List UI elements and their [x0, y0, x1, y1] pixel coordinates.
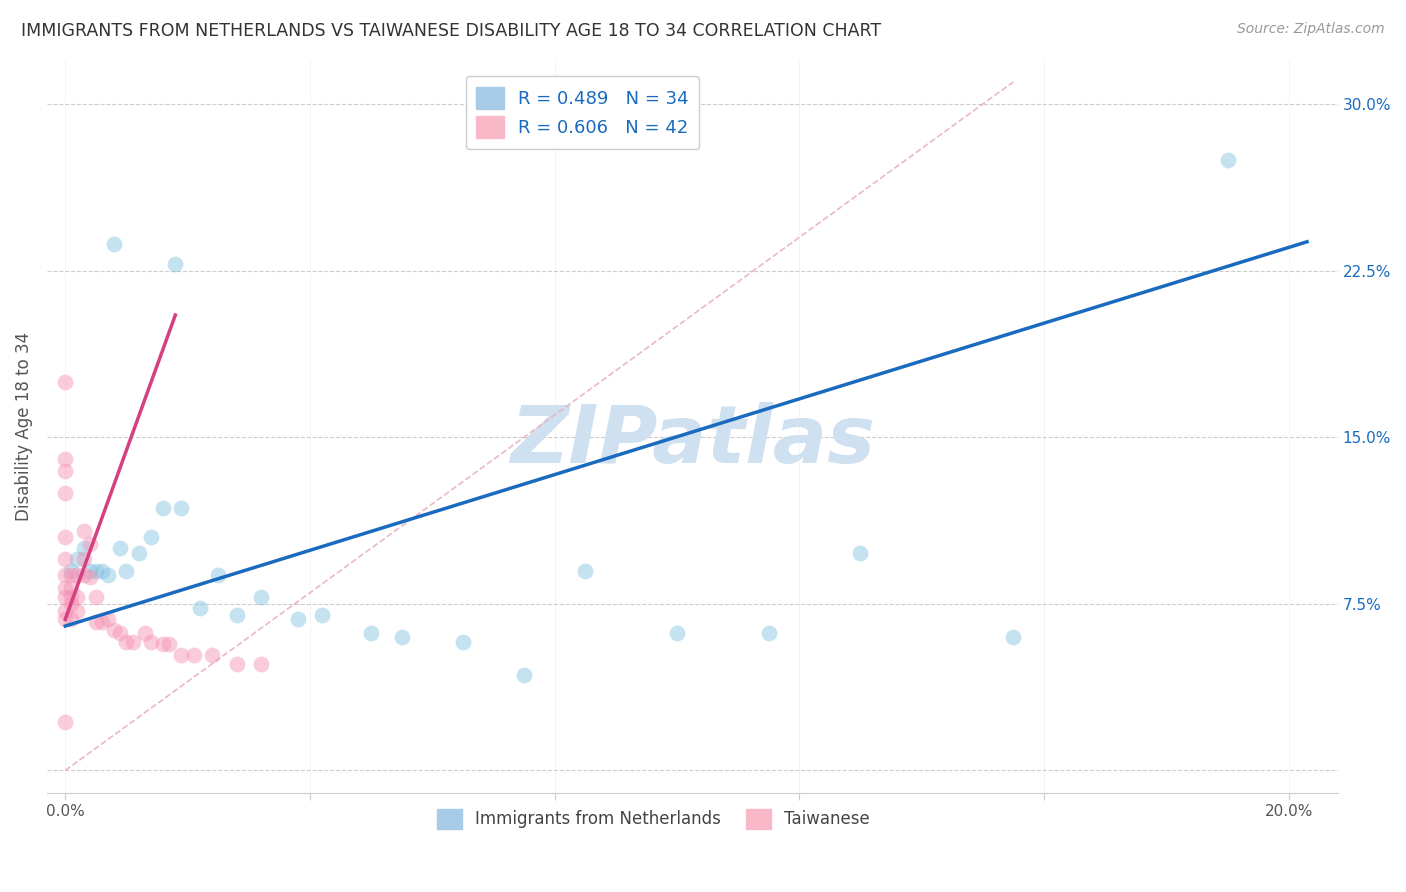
Point	[72, 524, 94, 538]
Point	[84, 590, 107, 604]
Point	[1216, 153, 1239, 167]
Point	[53, 464, 76, 478]
Point	[53, 612, 76, 626]
Point	[183, 648, 205, 662]
Point	[53, 568, 76, 582]
Point	[188, 601, 211, 615]
Point	[170, 648, 193, 662]
Point	[91, 564, 114, 578]
Point	[849, 546, 872, 560]
Point	[53, 582, 76, 596]
Point	[311, 607, 333, 622]
Point	[225, 607, 247, 622]
Point	[53, 530, 76, 544]
Point	[360, 625, 382, 640]
Point	[79, 570, 101, 584]
Point	[287, 612, 309, 626]
Point	[110, 625, 132, 640]
Y-axis label: Disability Age 18 to 34: Disability Age 18 to 34	[15, 332, 32, 521]
Point	[250, 590, 273, 604]
Point	[513, 668, 536, 682]
Point	[84, 615, 107, 629]
Point	[574, 564, 596, 578]
Point	[66, 603, 89, 617]
Point	[103, 237, 125, 252]
Point	[1002, 630, 1025, 644]
Point	[60, 564, 83, 578]
Point	[170, 501, 193, 516]
Point	[60, 612, 83, 626]
Legend: Immigrants from Netherlands, Taiwanese: Immigrants from Netherlands, Taiwanese	[430, 802, 877, 836]
Point	[207, 568, 229, 582]
Point	[665, 625, 688, 640]
Point	[53, 590, 76, 604]
Point	[250, 657, 273, 671]
Point	[391, 630, 413, 644]
Point	[451, 634, 474, 648]
Text: Source: ZipAtlas.com: Source: ZipAtlas.com	[1237, 22, 1385, 37]
Point	[79, 537, 101, 551]
Point	[139, 634, 162, 648]
Point	[115, 564, 138, 578]
Point	[53, 452, 76, 467]
Point	[165, 257, 187, 271]
Point	[72, 541, 94, 556]
Point	[72, 552, 94, 566]
Point	[66, 568, 89, 582]
Point	[66, 590, 89, 604]
Point	[134, 625, 156, 640]
Point	[72, 568, 94, 582]
Point	[97, 568, 120, 582]
Point	[128, 546, 150, 560]
Point	[121, 634, 143, 648]
Point	[103, 624, 125, 638]
Point	[79, 564, 101, 578]
Point	[201, 648, 224, 662]
Point	[53, 375, 76, 389]
Point	[152, 637, 174, 651]
Text: ZIPatlas: ZIPatlas	[510, 401, 875, 480]
Point	[110, 541, 132, 556]
Point	[53, 603, 76, 617]
Point	[53, 714, 76, 729]
Point	[115, 634, 138, 648]
Point	[758, 625, 780, 640]
Point	[97, 612, 120, 626]
Point	[53, 485, 76, 500]
Point	[60, 597, 83, 611]
Point	[66, 552, 89, 566]
Point	[60, 590, 83, 604]
Point	[60, 568, 83, 582]
Point	[84, 564, 107, 578]
Point	[53, 552, 76, 566]
Text: IMMIGRANTS FROM NETHERLANDS VS TAIWANESE DISABILITY AGE 18 TO 34 CORRELATION CHA: IMMIGRANTS FROM NETHERLANDS VS TAIWANESE…	[21, 22, 882, 40]
Point	[60, 582, 83, 596]
Point	[139, 530, 162, 544]
Point	[157, 637, 180, 651]
Point	[225, 657, 247, 671]
Point	[91, 615, 114, 629]
Point	[152, 501, 174, 516]
